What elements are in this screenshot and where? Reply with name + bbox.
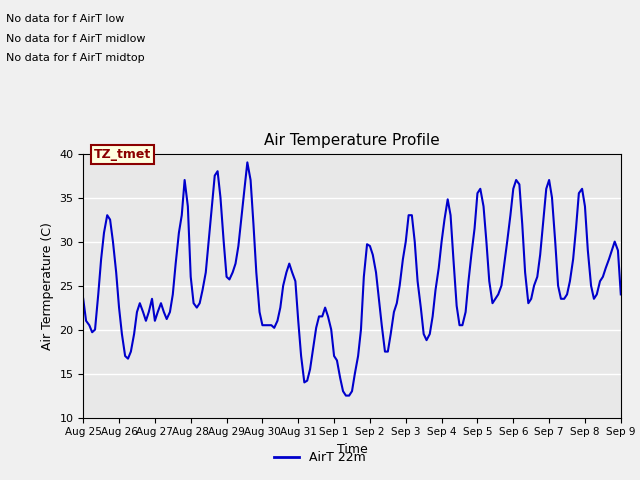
Text: No data for f AirT midlow: No data for f AirT midlow [6,34,146,44]
Text: No data for f AirT low: No data for f AirT low [6,14,125,24]
Legend: AirT 22m: AirT 22m [269,446,371,469]
Title: Air Temperature Profile: Air Temperature Profile [264,133,440,148]
Y-axis label: Air Termperature (C): Air Termperature (C) [41,222,54,349]
Text: TZ_tmet: TZ_tmet [94,148,151,161]
X-axis label: Time: Time [337,443,367,456]
Text: No data for f AirT midtop: No data for f AirT midtop [6,53,145,63]
